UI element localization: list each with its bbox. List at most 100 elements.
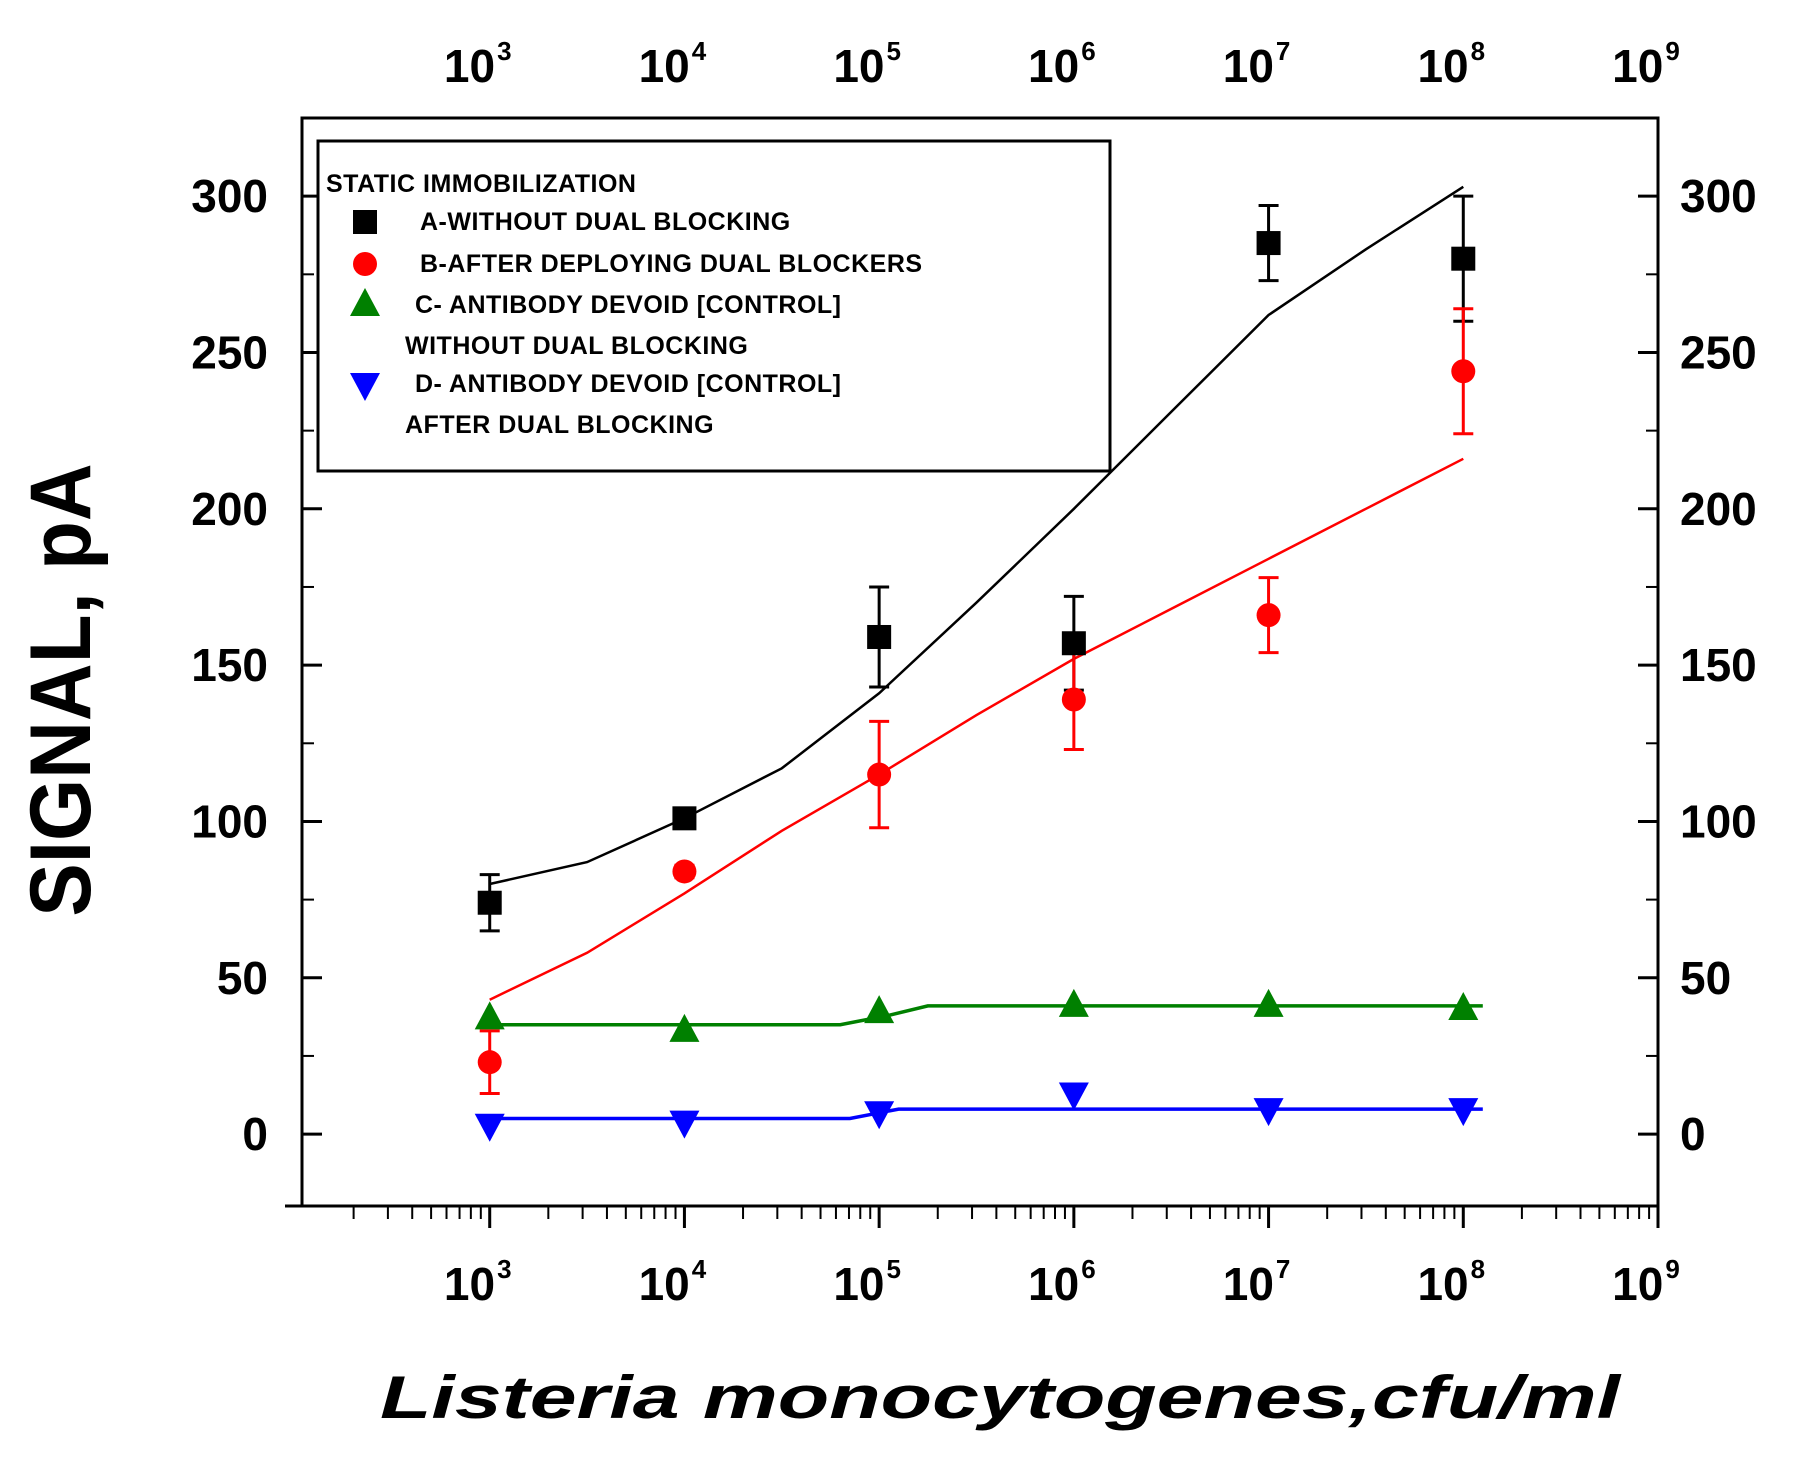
x-tick-base: 10 [444, 1258, 495, 1310]
legend-entry-label: B-AFTER DEPLOYING DUAL BLOCKERS [420, 250, 923, 278]
y-tick-label-left: 300 [191, 170, 268, 222]
data-point-1 [672, 806, 697, 831]
data-point-1 [1256, 231, 1281, 256]
x-tick-label-bottom: 104 [639, 1254, 707, 1310]
y-tick-label-right: 300 [1680, 170, 1757, 222]
legend-marker-2 [353, 252, 377, 276]
x-tick-label-bottom: 109 [1612, 1254, 1680, 1310]
y-tick-label-left: 100 [191, 795, 268, 847]
y-tick-label-right: 150 [1680, 639, 1757, 691]
x-tick-exponent: 7 [1276, 1254, 1290, 1284]
x-tick-label-top: 104 [639, 36, 707, 92]
data-point-4 [1448, 1098, 1479, 1127]
y-tick-label-left: 50 [217, 952, 268, 1004]
x-tick-base: 10 [639, 40, 690, 92]
x-tick-label-bottom: 106 [1028, 1254, 1096, 1310]
data-point-1 [1451, 246, 1476, 271]
x-tick-label-top: 107 [1223, 36, 1291, 92]
x-tick-base: 10 [1612, 40, 1663, 92]
data-point-3 [669, 1013, 700, 1042]
data-point-2 [1256, 603, 1281, 628]
legend-title: STATIC IMMOBILIZATION [326, 170, 636, 198]
data-point-3 [1448, 992, 1479, 1021]
x-axis-title: Listeria monocytogenes,cfu/ml [380, 1364, 1622, 1431]
x-tick-label-bottom: 107 [1223, 1254, 1291, 1310]
x-tick-base: 10 [1612, 1258, 1663, 1310]
x-tick-label-top: 106 [1028, 36, 1096, 92]
x-tick-base: 10 [1417, 1258, 1468, 1310]
x-tick-exponent: 4 [692, 1254, 707, 1284]
x-tick-base: 10 [1223, 1258, 1274, 1310]
x-tick-label-top: 105 [833, 36, 901, 92]
fit-line-2 [489, 457, 1464, 1001]
fit-line-1 [489, 185, 1464, 886]
x-tick-base: 10 [444, 40, 495, 92]
axis-ticks [285, 194, 1660, 1228]
x-tick-exponent: 9 [1665, 1254, 1679, 1284]
fit-line-4 [489, 1107, 1483, 1121]
data-point-4 [474, 1113, 505, 1142]
x-tick-base: 10 [1028, 40, 1079, 92]
data-point-1 [867, 624, 892, 649]
y-tick-label-left: 200 [191, 483, 268, 535]
y-axis-title: SIGNAL, pA [12, 463, 109, 916]
x-tick-label-bottom: 103 [444, 1254, 512, 1310]
legend-entry-label: AFTER DUAL BLOCKING [405, 411, 714, 439]
data-point-2 [867, 762, 892, 787]
data-point-4 [864, 1101, 895, 1130]
x-tick-base: 10 [1223, 40, 1274, 92]
x-tick-exponent: 3 [497, 36, 511, 66]
x-tick-base: 10 [833, 1258, 884, 1310]
x-tick-base: 10 [833, 40, 884, 92]
data-point-2 [672, 859, 697, 884]
x-tick-base: 10 [639, 1258, 690, 1310]
x-tick-exponent: 9 [1665, 36, 1679, 66]
y-tick-label-left: 250 [191, 326, 268, 378]
data-point-4 [669, 1110, 700, 1139]
x-tick-label-top: 109 [1612, 36, 1680, 92]
data-point-2 [1451, 359, 1476, 384]
x-tick-exponent: 8 [1471, 1254, 1485, 1284]
x-tick-label-top: 103 [444, 36, 512, 92]
legend-marker-3 [350, 288, 380, 316]
data-point-3 [864, 995, 895, 1024]
data-markers [474, 231, 1479, 1142]
data-point-2 [477, 1050, 502, 1075]
data-point-4 [1058, 1082, 1089, 1111]
x-tick-label-top: 108 [1417, 36, 1485, 92]
legend-marker-4 [350, 373, 380, 401]
data-point-1 [477, 890, 502, 915]
y-tick-label-right: 50 [1680, 952, 1731, 1004]
y-tick-label-left: 150 [191, 639, 268, 691]
y-tick-label-left: 0 [242, 1108, 268, 1160]
data-point-3 [1253, 988, 1284, 1017]
legend-entry-label: WITHOUT DUAL BLOCKING [405, 332, 748, 360]
legend-entry-label: D- ANTIBODY DEVOID [CONTROL] [415, 370, 842, 398]
legend-marker-1 [353, 210, 377, 234]
data-point-3 [1058, 988, 1089, 1017]
plot-frame [300, 116, 1660, 1208]
data-point-1 [1061, 631, 1086, 656]
y-tick-label-right: 0 [1680, 1108, 1706, 1160]
x-tick-exponent: 4 [692, 36, 707, 66]
legend-entry-label: A-WITHOUT DUAL BLOCKING [420, 208, 791, 236]
x-tick-exponent: 5 [886, 1254, 900, 1284]
x-tick-base: 10 [1028, 1258, 1079, 1310]
x-tick-exponent: 6 [1081, 1254, 1095, 1284]
data-point-4 [1253, 1098, 1284, 1127]
x-tick-label-bottom: 105 [833, 1254, 901, 1310]
data-point-3 [474, 1001, 505, 1030]
y-tick-label-right: 200 [1680, 483, 1757, 535]
x-tick-exponent: 5 [886, 36, 900, 66]
x-tick-label-bottom: 108 [1417, 1254, 1485, 1310]
x-tick-exponent: 8 [1471, 36, 1485, 66]
legend-entry-label: C- ANTIBODY DEVOID [CONTROL] [415, 291, 842, 319]
y-tick-label-right: 100 [1680, 795, 1757, 847]
fit-line-3 [489, 1004, 1483, 1027]
x-tick-exponent: 6 [1081, 36, 1095, 66]
x-tick-exponent: 7 [1276, 36, 1290, 66]
legend: STATIC IMMOBILIZATION A-WITHOUT DUAL BLOC… [316, 139, 1112, 473]
legend-box [316, 139, 1112, 473]
